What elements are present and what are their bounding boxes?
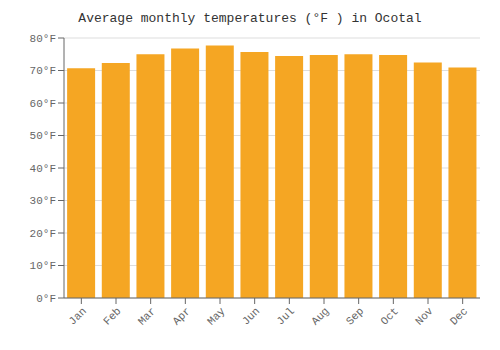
svg-text:Jun: Jun <box>240 305 262 327</box>
svg-text:0°F: 0°F <box>36 293 56 305</box>
svg-text:80°F: 80°F <box>30 33 56 45</box>
svg-text:May: May <box>205 305 228 328</box>
svg-text:10°F: 10°F <box>30 260 56 272</box>
svg-text:Jan: Jan <box>66 305 88 327</box>
svg-text:Nov: Nov <box>413 305 436 328</box>
svg-text:Dec: Dec <box>448 305 470 327</box>
svg-text:30°F: 30°F <box>30 195 56 207</box>
html-text:Average monthly temperatures (: Average monthly temperatures (°F ) in Oc… <box>78 11 422 26</box>
svg-text:60°F: 60°F <box>30 98 56 110</box>
svg-text:Jul: Jul <box>274 305 296 327</box>
svg-text:Oct: Oct <box>378 305 400 327</box>
svg-text:Mar: Mar <box>136 305 158 327</box>
svg-text:Sep: Sep <box>344 305 366 327</box>
svg-text:20°F: 20°F <box>30 228 56 240</box>
svg-text:70°F: 70°F <box>30 65 56 77</box>
svg-text:50°F: 50°F <box>30 130 56 142</box>
svg-text:Aug: Aug <box>309 305 331 327</box>
svg-text:Apr: Apr <box>170 305 192 327</box>
svg-text:40°F: 40°F <box>30 163 56 175</box>
svg-text:Feb: Feb <box>101 305 123 327</box>
